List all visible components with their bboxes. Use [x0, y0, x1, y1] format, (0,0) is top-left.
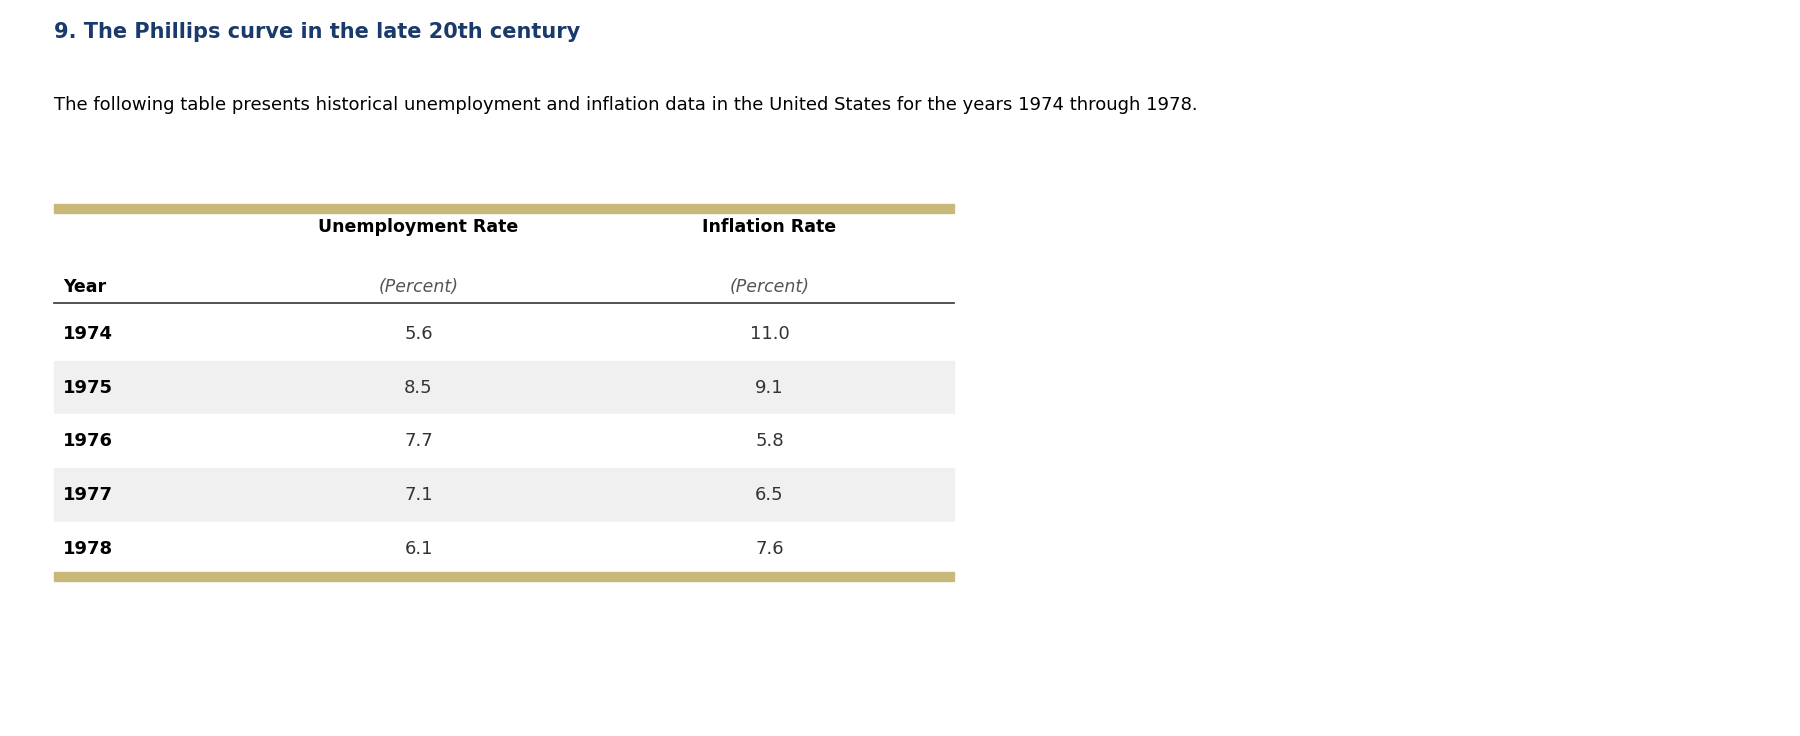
Bar — [54, 204, 954, 213]
Text: Year: Year — [63, 278, 106, 296]
Text: (Percent): (Percent) — [378, 278, 459, 296]
Text: 7.7: 7.7 — [405, 432, 432, 450]
Text: 7.1: 7.1 — [405, 486, 432, 504]
Text: 1974: 1974 — [63, 325, 113, 343]
Text: (Percent): (Percent) — [729, 278, 810, 296]
Text: Inflation Rate: Inflation Rate — [702, 218, 837, 236]
Text: 5.6: 5.6 — [405, 325, 432, 343]
Text: 7.6: 7.6 — [756, 539, 783, 558]
Bar — [54, 307, 954, 361]
Text: 9. The Phillips curve in the late 20th century: 9. The Phillips curve in the late 20th c… — [54, 22, 580, 42]
Text: 6.1: 6.1 — [405, 539, 432, 558]
Text: 1978: 1978 — [63, 539, 113, 558]
Text: 5.8: 5.8 — [756, 432, 783, 450]
Text: 8.5: 8.5 — [405, 378, 432, 397]
Bar — [54, 361, 954, 414]
Bar — [54, 468, 954, 522]
Text: 1977: 1977 — [63, 486, 113, 504]
Bar — [54, 414, 954, 468]
Text: 9.1: 9.1 — [756, 378, 783, 397]
Text: 11.0: 11.0 — [749, 325, 790, 343]
Text: 1975: 1975 — [63, 378, 113, 397]
Bar — [54, 572, 954, 581]
Text: The following table presents historical unemployment and inflation data in the U: The following table presents historical … — [54, 96, 1197, 113]
Text: 6.5: 6.5 — [756, 486, 783, 504]
Text: 1976: 1976 — [63, 432, 113, 450]
Bar — [54, 522, 954, 576]
Text: Unemployment Rate: Unemployment Rate — [319, 218, 518, 236]
